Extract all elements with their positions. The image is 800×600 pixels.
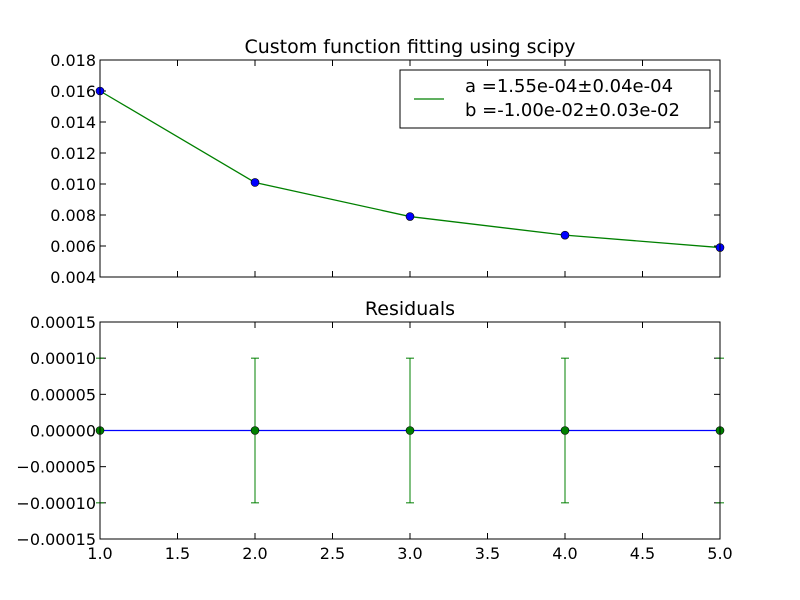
residual-point	[560, 426, 570, 435]
legend-entry-a: a =1.55e-04±0.04e-04	[465, 76, 673, 97]
data-point	[560, 230, 570, 240]
top-axes-frame	[99, 59, 721, 278]
top-ytick-label: 0.012	[50, 144, 96, 163]
top-ytick-label: 0.004	[50, 268, 96, 287]
residuals-chart-title: Residuals	[365, 298, 455, 320]
top-ytick-label: 0.014	[50, 113, 96, 132]
residuals-ytick-label: −0.00015	[16, 530, 96, 549]
residuals-ytick-label: −0.00005	[16, 458, 96, 477]
residuals-xtick-label: 2.5	[320, 544, 345, 563]
residuals-xtick-label: 4.5	[630, 544, 655, 563]
residuals-xtick-label: 1.0	[87, 544, 112, 563]
top-y-axis: 0.004 0.006 0.008 0.010 0.012 0.014 0.016 0.018	[50, 51, 720, 287]
top-ytick-label: 0.008	[50, 206, 96, 225]
top-ytick-label: 0.016	[50, 82, 96, 101]
top-ytick-label: 0.006	[50, 237, 96, 256]
top-chart: Custom function fitting using scipy 0.00…	[50, 36, 725, 287]
data-point	[250, 178, 260, 187]
legend-entry-b: b =-1.00e-02±0.03e-02	[465, 100, 680, 121]
residuals-ytick-label: 0.00005	[30, 385, 96, 404]
residuals-axes-frame	[99, 321, 721, 540]
residuals-xtick-label: 4.0	[552, 544, 577, 563]
residuals-xtick-label: 3.0	[397, 544, 422, 563]
residuals-x-axis: 1.0 1.5 2.0 2.5 3.0 3.5 4.0 4.5 5.0	[87, 322, 733, 563]
residuals-ytick-label: 0.00015	[30, 313, 96, 332]
residuals-xtick-label: 3.5	[475, 544, 500, 563]
top-ytick-label: 0.010	[50, 175, 96, 194]
residuals-chart: Residuals −0.00015 −0.00010 −0.00005 0.0000…	[16, 298, 732, 563]
legend-box	[399, 69, 711, 129]
residuals-ytick-label: −0.00010	[16, 494, 96, 513]
residuals-y-axis: −0.00015 −0.00010 −0.00005 0.00000 0.00005 0.…	[16, 313, 720, 549]
residuals-xtick-label: 2.0	[242, 544, 267, 563]
legend: a =1.55e-04±0.04e-04 b =-1.00e-02±0.03e-…	[399, 69, 711, 129]
residual-point	[250, 426, 260, 435]
residuals-xtick-label: 5.0	[707, 544, 732, 563]
residuals-plot-area	[95, 357, 725, 504]
residuals-xtick-label: 1.5	[165, 544, 190, 563]
residual-point	[405, 426, 415, 435]
residuals-ytick-label: 0.00010	[30, 349, 96, 368]
top-ytick-label: 0.018	[50, 51, 96, 70]
top-chart-title: Custom function fitting using scipy	[244, 36, 575, 58]
data-point	[405, 212, 415, 221]
residuals-ytick-label: 0.00000	[30, 422, 96, 441]
